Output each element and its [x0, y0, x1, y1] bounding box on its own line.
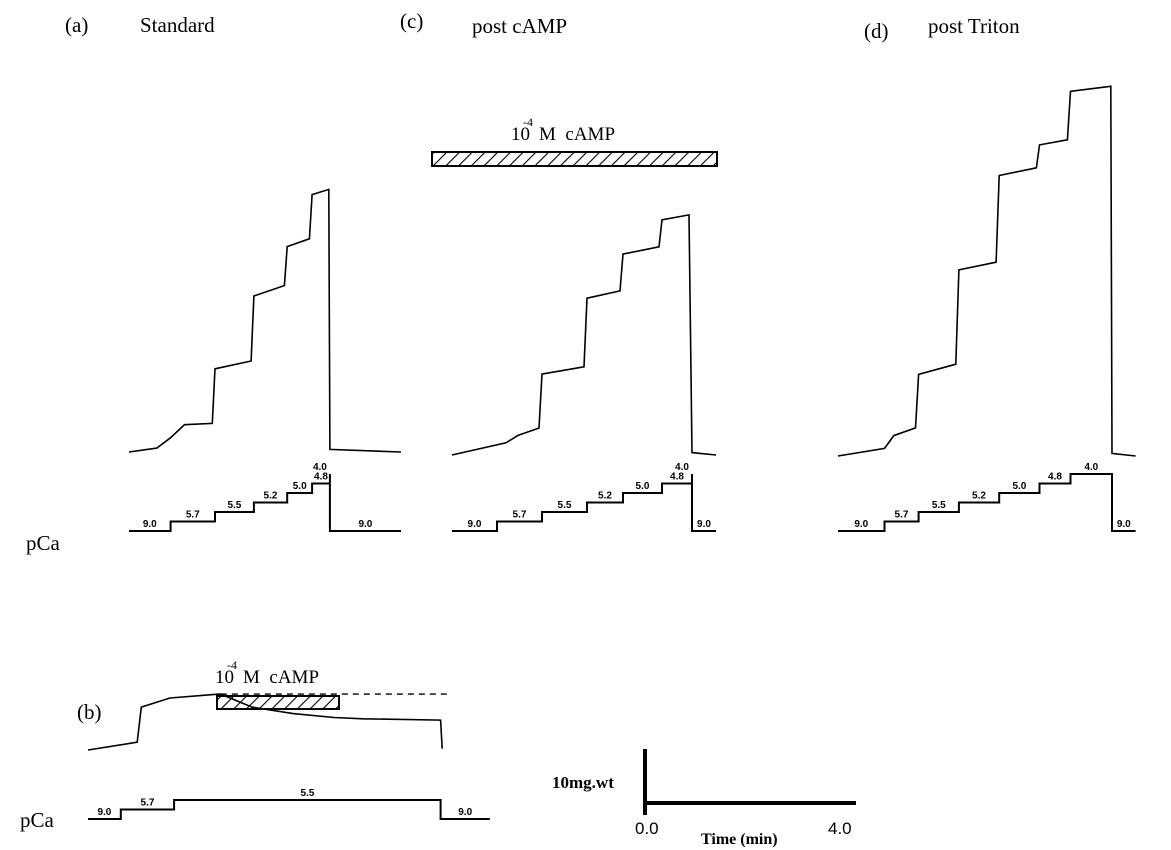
pca-staircase: [129, 474, 401, 532]
scale-bars: 10mg.wt 0.0 4.0 Time (min): [552, 749, 856, 848]
force-trace: [451, 213, 717, 456]
pca-step-label: 5.7: [141, 798, 155, 809]
pca-step-label: 9.0: [1117, 519, 1131, 530]
pca-step-label: 5.0: [1012, 481, 1026, 492]
force-trace: [87, 693, 443, 751]
pca-step-label: 9.0: [143, 519, 157, 530]
pca-step-label: 4.0: [313, 462, 327, 473]
pca-step-label: 5.0: [293, 481, 307, 492]
panel-c: 9.0 5.7 5.5 5.2 5.0 4.84.0 9.0: [451, 213, 717, 532]
pca-step-label: 5.0: [636, 481, 650, 492]
pca-step-label: 9.0: [458, 807, 472, 818]
pca-step-label: 5.5: [558, 500, 572, 511]
pca-step-label: 5.5: [300, 788, 314, 799]
pca-step-label: 9.0: [854, 519, 868, 530]
pca-step-label: 5.2: [598, 491, 612, 502]
time-scale-start: 0.0: [635, 819, 659, 838]
pca-staircase: [88, 799, 490, 820]
time-scale-label: Time (min): [701, 831, 778, 848]
camp-bar-c-exponent: -4: [523, 115, 533, 129]
force-scale-label: 10mg.wt: [552, 773, 614, 792]
force-trace: [128, 188, 402, 453]
panel-c-title: post cAMP: [472, 14, 567, 38]
pca-step-label: 5.2: [972, 491, 986, 502]
pca-step-label: 9.0: [697, 519, 711, 530]
pca-step-label: 4.8: [670, 472, 684, 483]
camp-bar-b-exponent: -4: [227, 658, 237, 672]
camp-bar-c: 10 -4 M cAMP: [431, 115, 718, 167]
panel-d: 9.0 5.7 5.5 5.2 5.0 4.8 4.0 9.0: [837, 85, 1136, 532]
pca-step-label: 9.0: [468, 519, 482, 530]
camp-bar-b-base: 10: [215, 667, 234, 688]
pca-step-label: 9.0: [358, 519, 372, 530]
pca-step-label: 4.8: [1048, 472, 1062, 483]
pca-axis-label-a: pCa: [26, 531, 61, 555]
camp-bar-b-text: M cAMP: [243, 667, 319, 688]
pca-step-label: 5.5: [932, 500, 946, 511]
panel-b-tag: (b): [77, 700, 102, 724]
time-scale-end: 4.0: [828, 819, 852, 838]
pca-step-label: 5.7: [895, 510, 909, 521]
camp-bar-c-text: M cAMP: [539, 124, 615, 145]
pca-step-label: 4.0: [675, 462, 689, 473]
pca-step-label: 5.7: [513, 510, 527, 521]
camp-bar-b-rect: [216, 695, 340, 710]
pca-step-label: 4.8: [314, 472, 328, 483]
pca-step-label: 5.7: [186, 510, 200, 521]
panel-a: 9.0 5.7 5.5 5.2 5.0 4.84.0 9.0: [128, 188, 402, 532]
pca-step-label: 5.5: [227, 500, 241, 511]
panel-a-tag: (a): [65, 13, 88, 37]
force-trace: [837, 85, 1136, 457]
camp-bar-b: 10 -4 M cAMP: [215, 658, 340, 710]
pca-step-label: 9.0: [97, 807, 111, 818]
panel-a-title: Standard: [140, 13, 215, 37]
camp-bar-c-base: 10: [511, 124, 530, 145]
panel-c-tag: (c): [400, 9, 423, 33]
pca-step-label: 5.2: [264, 491, 278, 502]
panel-d-title: post Triton: [928, 14, 1020, 38]
camp-bar-c-rect: [431, 151, 718, 167]
pca-staircase: [452, 474, 716, 532]
pca-step-label: 4.0: [1084, 462, 1098, 473]
panel-d-tag: (d): [864, 19, 889, 43]
panel-b: 9.0 5.7 5.5 9.0: [87, 693, 490, 820]
pca-staircase: [838, 473, 1136, 532]
pca-axis-label-b: pCa: [20, 808, 55, 832]
